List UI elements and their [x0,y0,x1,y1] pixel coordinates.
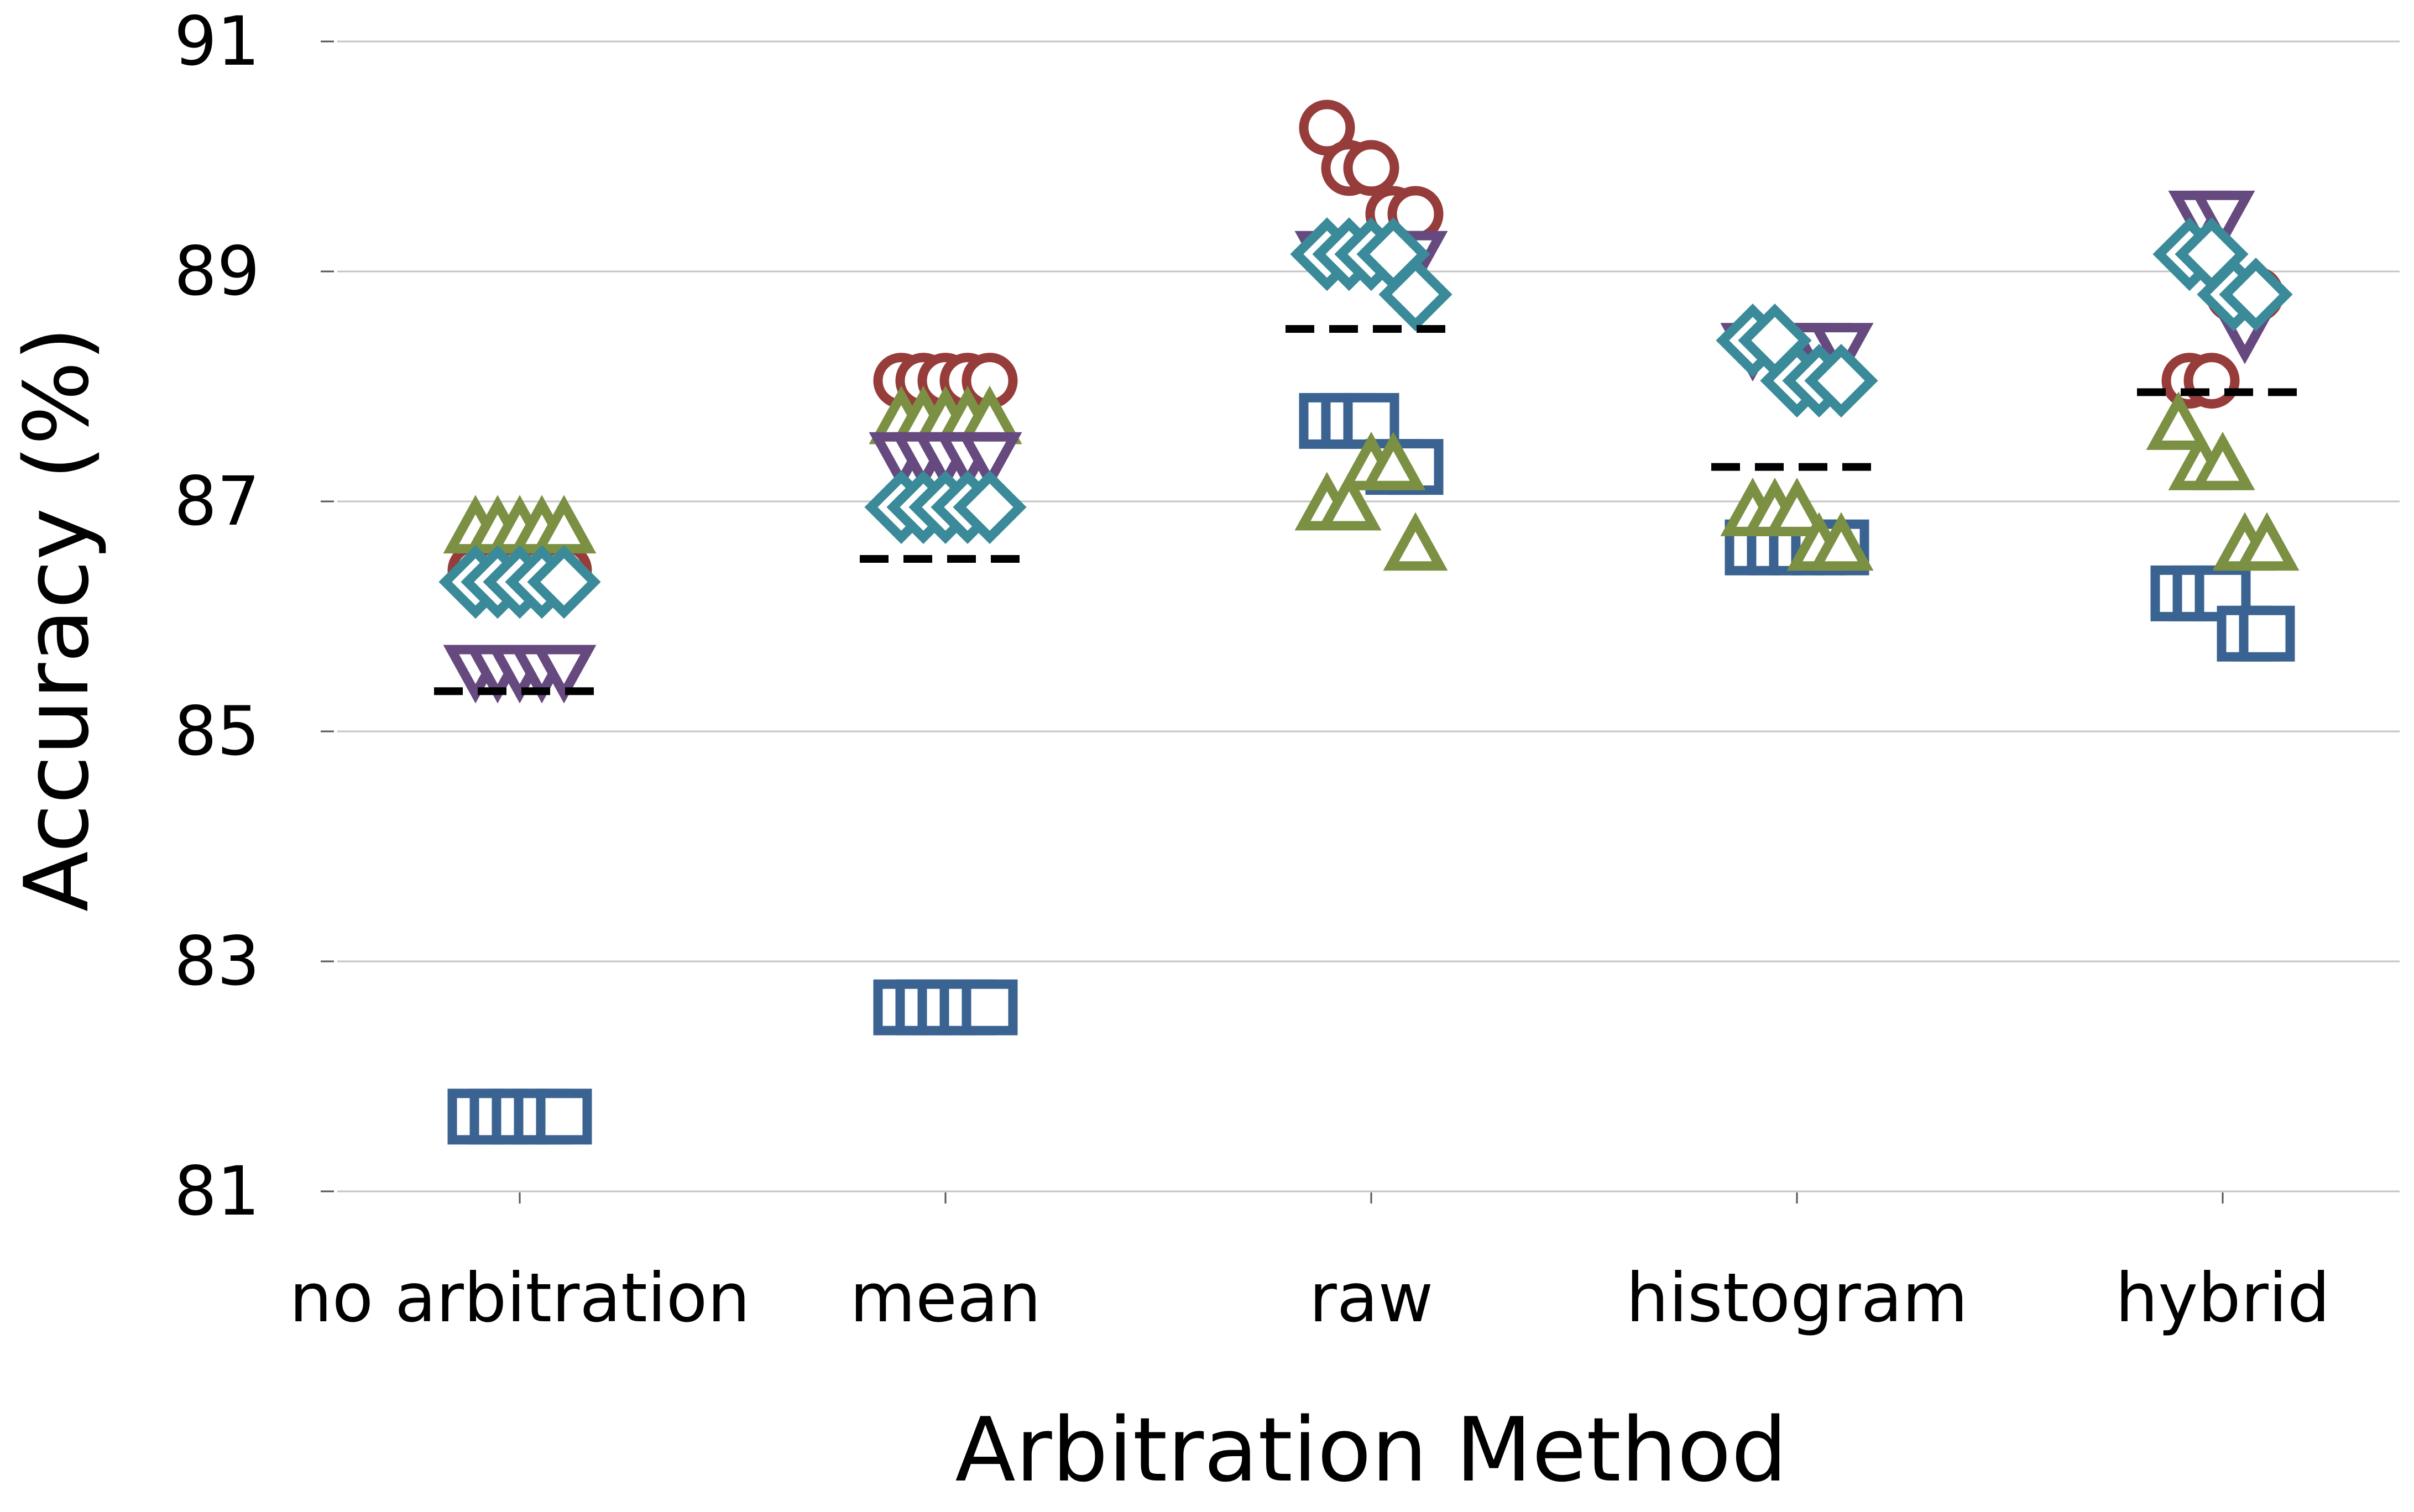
data-point-circle [2183,353,2240,409]
x-axis-title: Arbitration Method [955,1398,1787,1501]
data-point-diamond [527,545,601,619]
y-tick-label: 85 [174,692,260,771]
data-point-diamond [2219,257,2293,332]
data-point-triangle-up [1764,478,1830,536]
y-tick-label: 89 [174,232,260,311]
x-axis-ticks: no arbitration mean raw histogram hybrid [289,1192,2330,1337]
y-axis-ticks: 81 83 85 87 89 91 [174,2,260,1231]
y-tick-label: 91 [174,2,260,81]
x-tick-label: mean [850,1259,1041,1337]
grid-lines [321,40,2400,1192]
x-tick-label: raw [1309,1259,1434,1337]
data-point-triangle-up [1316,472,1382,531]
data-point-triangle-down [2190,190,2255,249]
x-tick-label: no arbitration [289,1259,750,1337]
data-point-triangle-up [1383,512,1448,571]
data-point-diamond [953,470,1027,545]
data-point-diamond [1804,343,1878,418]
data-point-triangle-up [2146,391,2211,450]
y-tick-label: 87 [174,462,260,541]
data-point-diamond [1378,257,1452,332]
data-point-triangle-down [957,432,1022,491]
data-point-square [962,979,1018,1035]
data-point-triangle-up [2190,431,2255,490]
y-tick-label: 81 [174,1152,260,1231]
data-point-triangle-up [1361,431,1426,490]
y-tick-label: 83 [174,922,260,1001]
data-points [438,100,2300,1145]
data-point-circle [1343,140,1399,196]
data-point-triangle-up [2234,512,2300,571]
x-tick-label: histogram [1626,1259,1968,1337]
data-point-square [536,1089,592,1145]
data-point-triangle-down [531,645,597,704]
data-point-square [2239,605,2295,662]
x-tick-label: hybrid [2115,1259,2330,1337]
data-point-triangle-up [1809,512,1874,571]
mean-lines [434,325,2308,695]
y-axis-title: Accuracy (%) [5,327,108,912]
